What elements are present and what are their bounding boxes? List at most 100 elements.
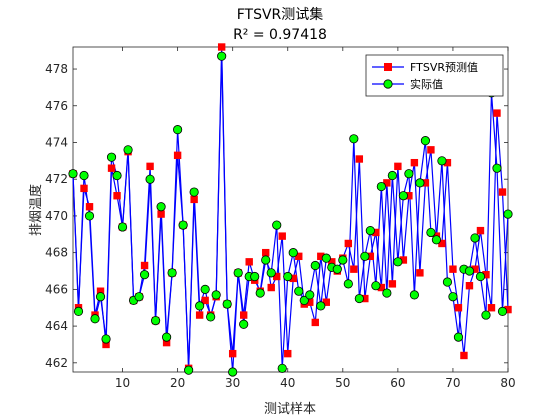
actual-point	[112, 170, 122, 181]
actual-point	[145, 174, 155, 184]
actual-point	[431, 235, 442, 245]
actual-point	[393, 257, 403, 267]
predicted-point	[146, 162, 154, 171]
actual-point	[217, 51, 227, 61]
actual-point	[123, 145, 133, 155]
predicted-point	[388, 280, 397, 288]
actual-point	[162, 332, 172, 342]
predicted-point	[427, 146, 435, 154]
predicted-point	[460, 351, 468, 360]
actual-point	[497, 306, 508, 317]
predicted-point	[173, 151, 182, 160]
actual-point	[106, 152, 117, 162]
actual-point	[73, 306, 84, 317]
predicted-point	[217, 43, 226, 51]
actual-point	[492, 163, 502, 173]
x-tick-label: 80	[500, 376, 515, 390]
actual-point	[475, 271, 486, 282]
actual-point	[195, 301, 205, 311]
actual-point	[354, 293, 364, 304]
actual-point	[167, 268, 177, 278]
actual-point	[139, 270, 150, 280]
x-axis-label: 测试样本	[264, 402, 316, 417]
actual-point	[156, 202, 166, 212]
chart-subtitle: R² = 0.97418	[233, 27, 327, 43]
predicted-point	[157, 210, 165, 218]
predicted-point	[493, 109, 501, 117]
predicted-point	[487, 304, 496, 312]
actual-point	[481, 310, 491, 320]
predicted-point	[239, 311, 248, 319]
actual-point	[349, 134, 359, 144]
predicted-point	[355, 155, 364, 163]
actual-point	[332, 264, 342, 274]
actual-point	[277, 363, 287, 373]
x-tick-label: 10	[115, 376, 130, 390]
predicted-point	[416, 269, 424, 277]
actual-point	[316, 301, 326, 311]
actual-point	[206, 312, 216, 322]
actual-point	[288, 248, 298, 258]
x-tick-label: 40	[280, 376, 295, 390]
actual-point	[420, 136, 431, 146]
actual-point	[415, 178, 425, 188]
actual-point	[294, 286, 304, 296]
predicted-point	[140, 261, 149, 270]
actual-point	[283, 271, 293, 282]
actual-point	[470, 233, 480, 243]
y-tick-label: 474	[45, 135, 68, 149]
actual-point	[101, 334, 111, 344]
actual-point	[453, 332, 464, 342]
predicted-point	[465, 282, 474, 290]
actual-point	[371, 281, 381, 291]
chart-title: FTSVR测试集	[237, 6, 324, 23]
actual-point	[134, 292, 144, 302]
predicted-point	[190, 195, 198, 204]
actual-point	[173, 125, 183, 135]
actual-point	[255, 288, 265, 298]
y-tick-label: 464	[45, 319, 68, 333]
y-tick-label: 478	[45, 62, 68, 76]
actual-point	[228, 367, 238, 377]
y-tick-label: 462	[45, 356, 68, 370]
predicted-point	[350, 265, 358, 273]
predicted-point	[394, 162, 402, 171]
predicted-point	[476, 226, 485, 235]
y-tick-label: 466	[45, 282, 68, 296]
predicted-point	[311, 318, 319, 327]
actual-point	[200, 284, 210, 294]
actual-point	[117, 222, 128, 232]
predicted-point	[284, 349, 292, 358]
legend-label-pred: FTSVR预测值	[410, 61, 478, 74]
actual-point	[178, 220, 188, 230]
legend-label-actual: 实际值	[410, 77, 443, 91]
actual-point	[442, 277, 453, 287]
x-tick-label: 20	[170, 376, 185, 390]
x-tick-label: 50	[335, 376, 350, 390]
actual-point	[409, 290, 419, 300]
predicted-point	[228, 349, 237, 358]
y-tick-label: 472	[45, 172, 68, 186]
predicted-point	[344, 239, 353, 248]
actual-point	[360, 251, 370, 261]
actual-point	[376, 181, 386, 192]
actual-point	[90, 314, 100, 324]
y-tick-label: 476	[45, 99, 68, 113]
series-markers	[68, 43, 513, 377]
predicted-point	[245, 258, 253, 266]
predicted-point	[195, 311, 204, 319]
actual-point	[239, 319, 249, 329]
actual-point	[382, 288, 392, 298]
predicted-point	[278, 232, 286, 240]
predicted-point	[262, 248, 270, 257]
actual-point	[503, 209, 513, 219]
actual-point	[448, 292, 458, 302]
x-tick-label: 60	[390, 376, 405, 390]
actual-point	[211, 290, 221, 300]
y-tick-label: 468	[45, 246, 68, 260]
legend-box	[365, 54, 504, 97]
actual-point	[404, 169, 414, 179]
x-tick-label: 70	[445, 376, 460, 390]
actual-point	[79, 170, 89, 181]
